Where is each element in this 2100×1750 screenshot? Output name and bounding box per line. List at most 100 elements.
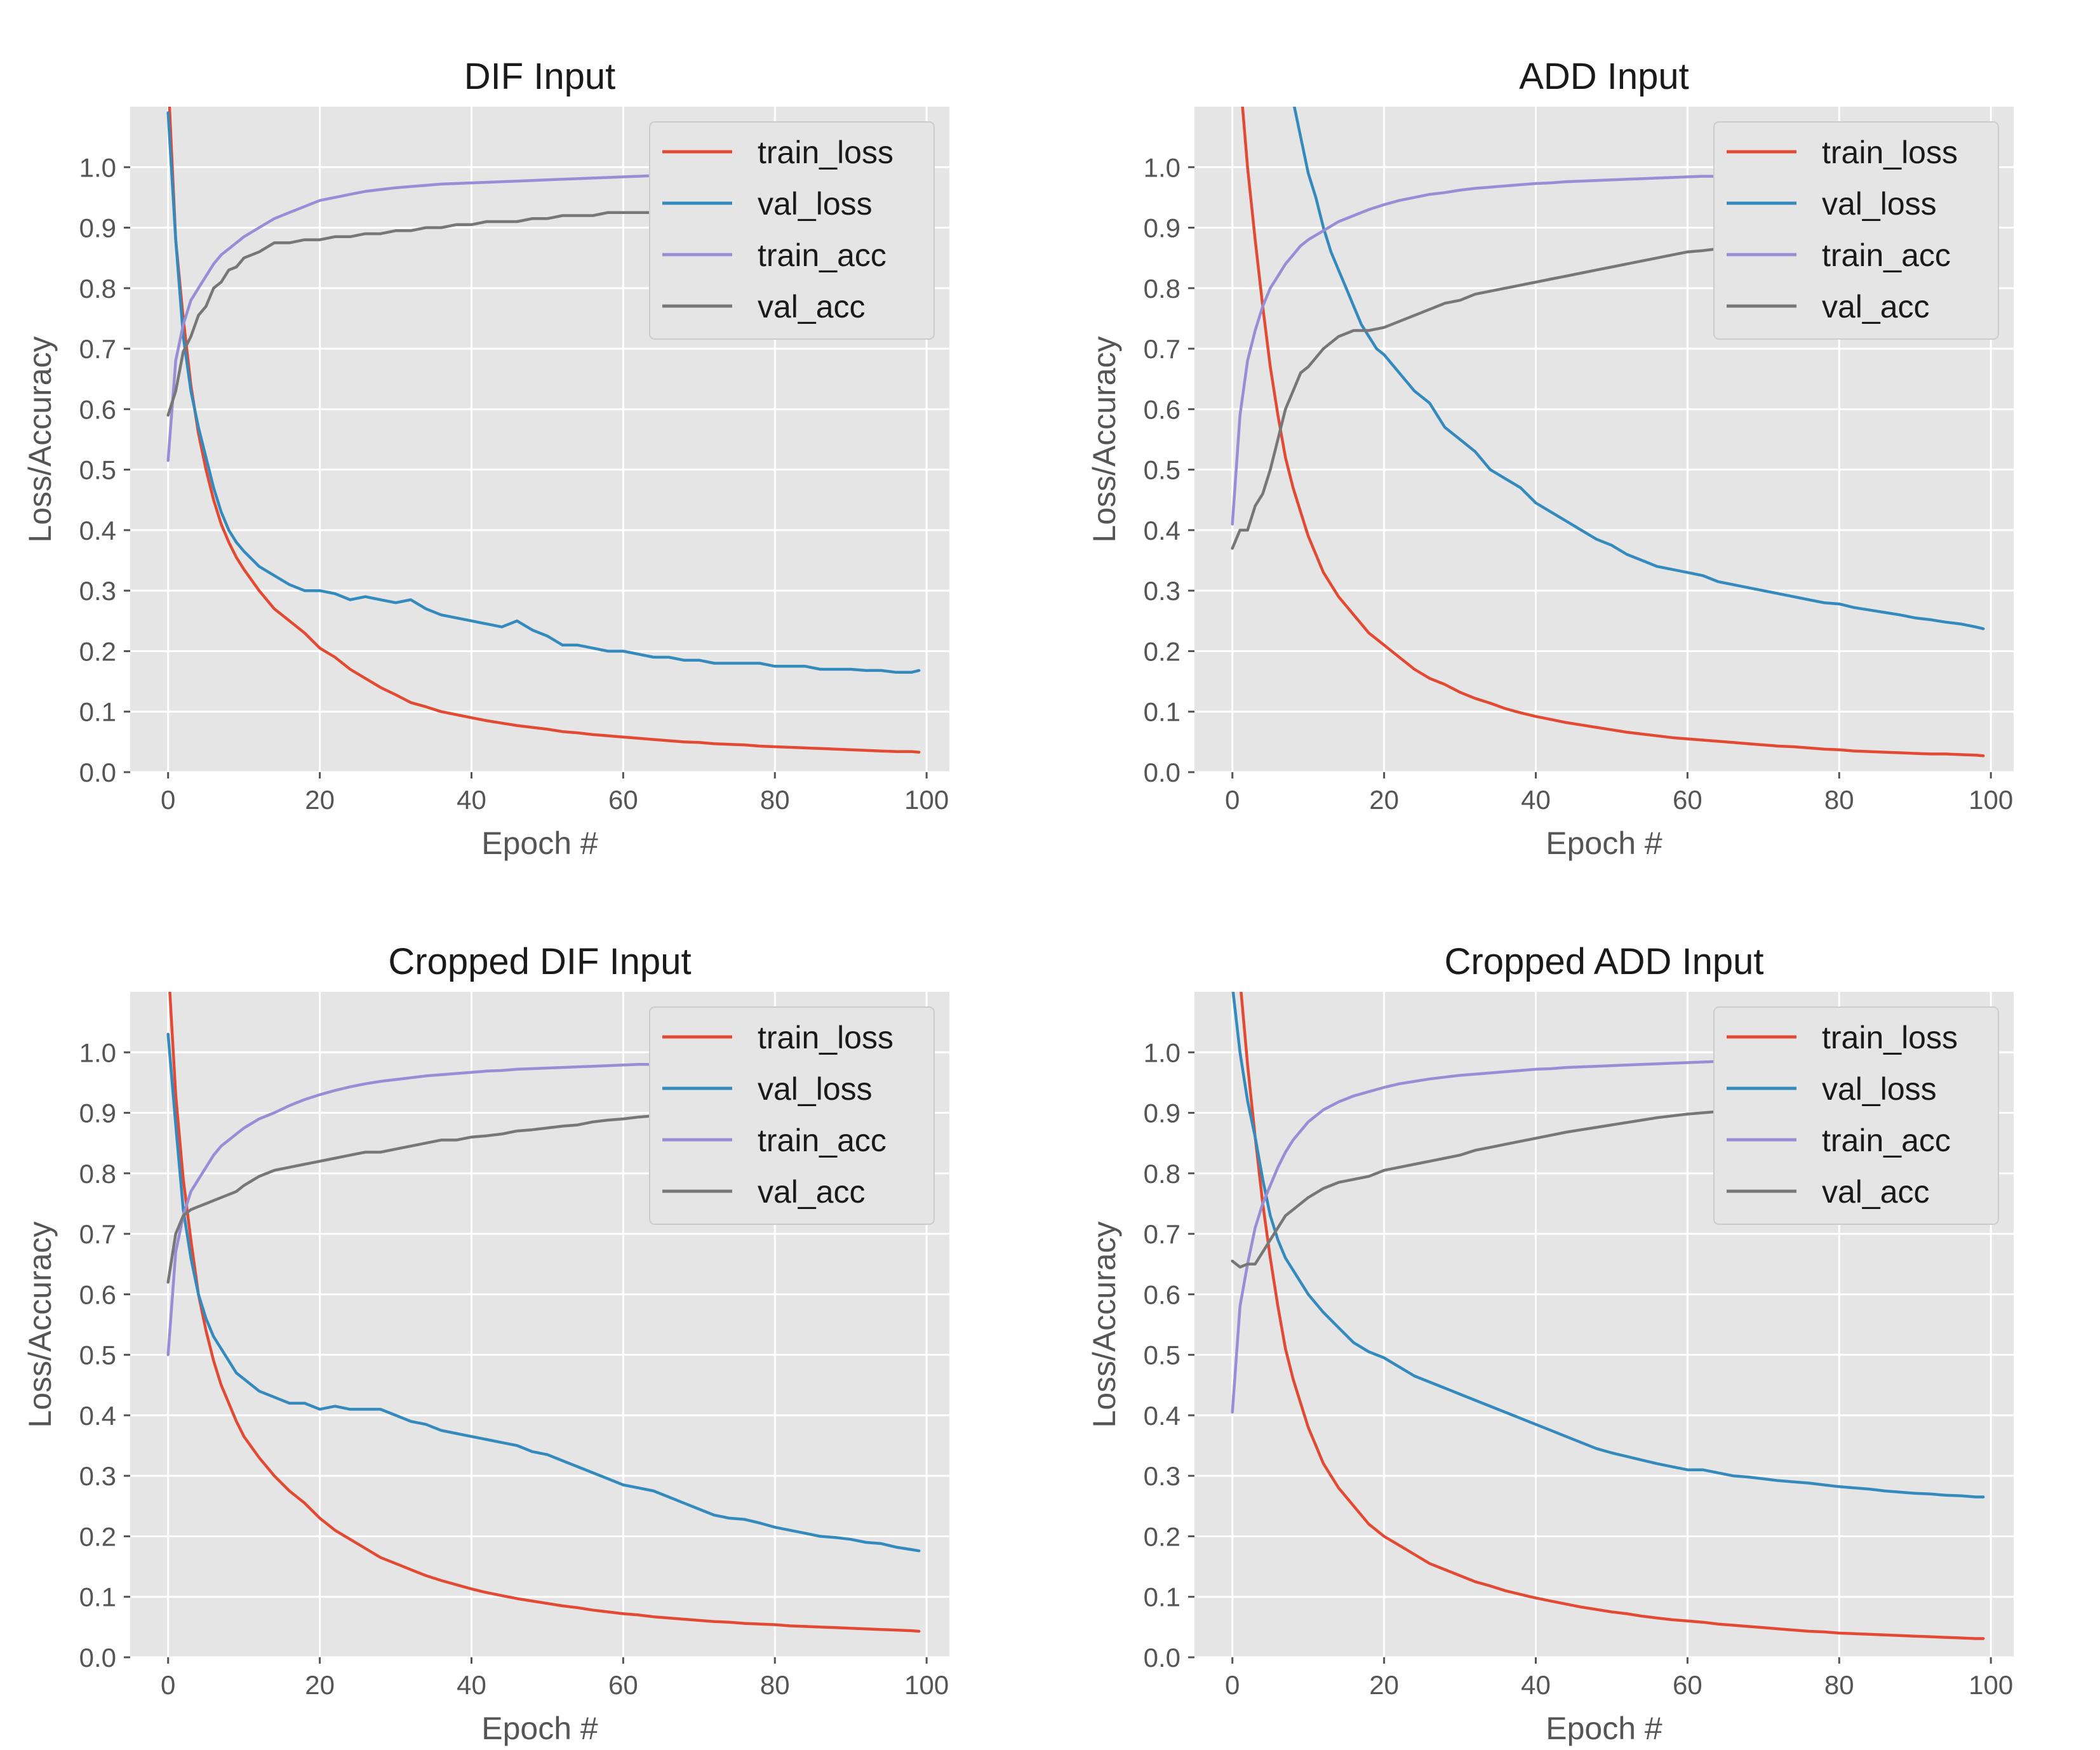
legend: train_loss val_loss train_acc val_acc — [1713, 121, 1999, 340]
x-axis: 0 20 40 60 80 100 — [1225, 1657, 2013, 1700]
x-axis-label: Epoch # — [481, 1711, 598, 1746]
x-axis-label: Epoch # — [481, 825, 598, 861]
legend-label-val-acc: val_acc — [758, 289, 866, 324]
y-tick-label: 0.1 — [79, 697, 116, 727]
y-axis-label: Loss/Accuracy — [1087, 336, 1122, 542]
y-tick-label: 0.3 — [79, 576, 116, 606]
x-axis: 0 20 40 60 80 100 — [161, 1657, 949, 1700]
legend-box — [649, 121, 935, 340]
legend-box — [1713, 121, 1999, 340]
x-tick-label: 40 — [457, 1670, 486, 1700]
x-tick-label: 0 — [1225, 1670, 1240, 1700]
legend-label-val-acc: val_acc — [1822, 1174, 1930, 1210]
x-tick-label: 0 — [1225, 785, 1240, 815]
y-axis-label: Loss/Accuracy — [22, 336, 58, 542]
series-line-train-acc — [166, 1063, 655, 1356]
y-tick-label: 0.7 — [79, 334, 116, 364]
grid — [1194, 992, 2014, 1659]
y-tick-label: 0.7 — [79, 1219, 116, 1249]
y-tick-label: 0.6 — [79, 1279, 116, 1309]
series-line-train-loss — [168, 992, 921, 1633]
legend-box — [1713, 1006, 1999, 1225]
y-tick-label: 0.3 — [1144, 576, 1180, 606]
y-tick-label: 0.7 — [1144, 334, 1180, 364]
x-tick-label: 20 — [305, 1670, 335, 1700]
y-axis: 0.0 0.1 0.2 0.3 0.4 0.5 0.6 0.7 0.8 0.9 1.0 — [79, 152, 130, 787]
panel-add-input: ADD Input 0 20 40 60 80 100 0.00.10.20.30.40.… — [1087, 56, 2014, 861]
y-tick-label: 0.8 — [1144, 274, 1180, 304]
legend-label-train-loss: train_loss — [758, 135, 893, 170]
x-tick-label: 100 — [1969, 785, 2013, 815]
y-tick-label: 0.5 — [1144, 1340, 1180, 1370]
legend-label-train-acc: train_acc — [758, 1123, 886, 1158]
grid — [130, 107, 949, 773]
series-line-val-loss — [166, 1032, 921, 1553]
legend-box — [649, 1006, 935, 1225]
y-tick-label: 1.0 — [1144, 1038, 1180, 1067]
y-tick-label: 1.0 — [79, 152, 116, 182]
x-tick-label: 40 — [1521, 1670, 1551, 1700]
y-tick-label: 0.2 — [79, 636, 116, 666]
y-tick-label: 0.9 — [1144, 1099, 1180, 1128]
x-tick-label: 60 — [608, 785, 638, 815]
legend-label-train-acc: train_acc — [758, 237, 886, 273]
y-tick-label: 0.7 — [1144, 1219, 1180, 1249]
legend-label-train-acc: train_acc — [1822, 237, 1951, 273]
x-tick-label: 80 — [1824, 1670, 1854, 1700]
y-tick-label: 1.0 — [1144, 152, 1180, 182]
y-tick-label: 0.9 — [79, 1099, 116, 1128]
y-axis: 0.0 0.1 0.2 0.3 0.4 0.5 0.6 0.7 0.8 0.9 1.0 — [1144, 1038, 1194, 1673]
x-tick-label: 100 — [904, 1670, 949, 1700]
legend: train_loss val_loss train_acc val_acc — [649, 1006, 935, 1225]
x-axis-label: Epoch # — [1546, 825, 1662, 861]
x-tick-label: 80 — [1824, 785, 1854, 815]
y-tick-label: 0.2 — [79, 1521, 116, 1551]
x-tick-label: 60 — [1673, 785, 1702, 815]
y-tick-label: 0.9 — [1144, 213, 1180, 243]
y-tick-label: 0.6 — [1144, 1279, 1180, 1309]
y-axis: 0.0 0.1 0.2 0.3 0.4 0.5 0.6 0.7 0.8 0.9 1.0 — [1144, 152, 1194, 787]
series-line-train-acc — [166, 174, 655, 462]
legend-label-val-loss: val_loss — [1822, 186, 1937, 222]
y-axis-label: Loss/Accuracy — [22, 1221, 58, 1427]
x-tick-label: 40 — [457, 785, 486, 815]
series-line-train-loss — [1240, 992, 1985, 1640]
y-tick-label: 0.5 — [1144, 455, 1180, 485]
series-line-val-acc — [166, 211, 655, 417]
series-line-val-loss — [1231, 992, 1985, 1499]
y-tick-label: 0.0 — [79, 1643, 116, 1673]
y-tick-label: 0.0 — [1144, 1643, 1180, 1673]
series-layer — [166, 107, 921, 754]
x-tick-label: 100 — [1969, 1670, 2013, 1700]
series-line-train-acc — [1231, 1060, 1720, 1414]
x-tick-label: 60 — [1673, 1670, 1702, 1700]
x-tick-label: 20 — [305, 785, 335, 815]
y-axis-label: Loss/Accuracy — [1087, 1221, 1122, 1427]
legend-label-val-loss: val_loss — [758, 1071, 873, 1107]
series-line-val-acc — [1231, 1110, 1720, 1269]
series-layer — [1231, 107, 1985, 758]
x-tick-label: 60 — [608, 1670, 638, 1700]
x-tick-label: 80 — [760, 1670, 790, 1700]
y-tick-label: 0.2 — [1144, 636, 1180, 666]
y-axis: 0.0 0.1 0.2 0.3 0.4 0.5 0.6 0.7 0.8 0.9 1.0 — [79, 1038, 130, 1673]
legend: train_loss val_loss train_acc val_acc — [1713, 1006, 1999, 1225]
panel-title: ADD Input — [1519, 56, 1689, 97]
legend-label-train-loss: train_loss — [1822, 135, 1958, 170]
legend-label-val-loss: val_loss — [1822, 1071, 1937, 1107]
series-line-train-loss — [168, 107, 921, 754]
y-tick-label: 0.4 — [79, 516, 116, 545]
x-axis: 0 20 40 60 80 100 — [161, 772, 949, 815]
legend-label-train-loss: train_loss — [1822, 1020, 1958, 1055]
y-tick-label: 0.8 — [79, 1159, 116, 1189]
series-line-val-loss — [166, 111, 921, 674]
y-tick-label: 0.5 — [79, 455, 116, 485]
legend-label-train-loss: train_loss — [758, 1020, 893, 1055]
series-line-train-acc — [1231, 175, 1720, 526]
y-tick-label: 0.4 — [1144, 1401, 1180, 1431]
series-line-train-loss — [1241, 107, 1985, 758]
y-tick-label: 0.1 — [79, 1582, 116, 1612]
y-tick-label: 0.9 — [79, 213, 116, 243]
panel-dif-input: DIF Input 0 20 40 60 80 100 0.00.10.20.30.40.… — [22, 56, 949, 861]
